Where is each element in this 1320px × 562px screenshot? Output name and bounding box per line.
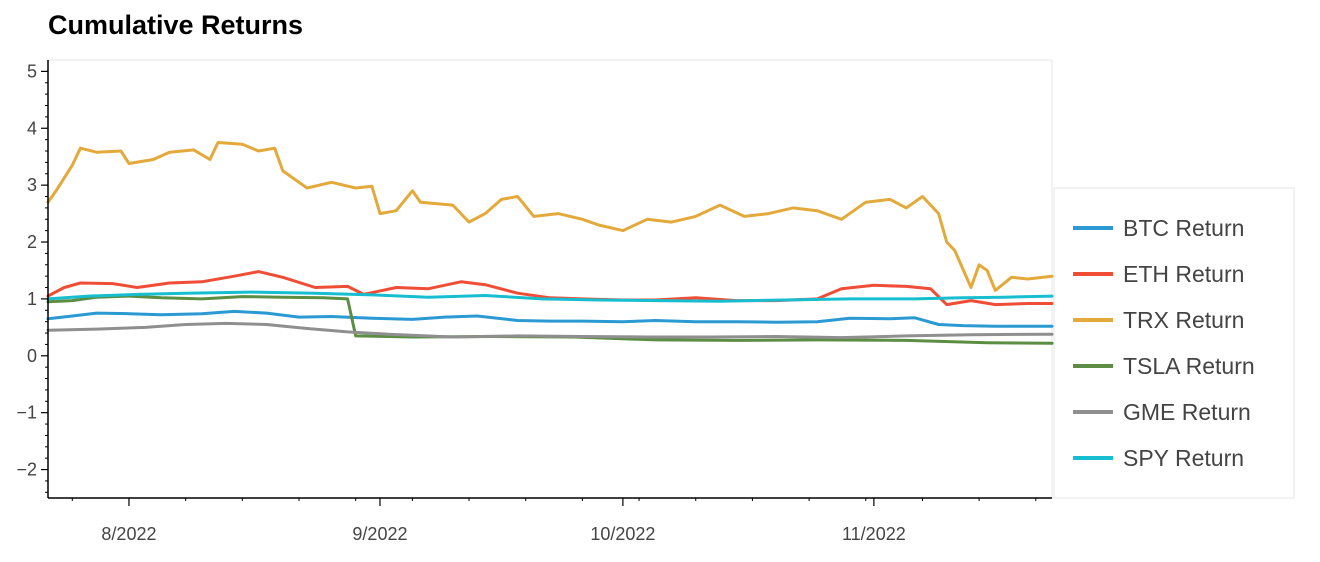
x-tick-label: 11/2022 [842,524,906,544]
series-line-spy [46,290,1054,303]
y-tick-label: 3 [27,175,37,195]
x-tick-label: 9/2022 [352,524,407,544]
chart-title: Cumulative Returns [48,10,304,40]
series-line-gme [46,321,1054,340]
y-tick-label: −1 [16,403,37,423]
legend-label: TRX Return [1123,307,1244,333]
legend: BTC Return ETH Return TRX Return TSLA Retur… [1053,187,1295,499]
y-tick-label: 0 [27,346,37,366]
series-layer [46,141,1054,345]
series-line-tsla [46,294,1054,345]
series-line-trx [46,141,1054,292]
y-tick-label: 5 [27,61,37,81]
y-tick-label: −2 [16,460,37,480]
y-tick-label: 2 [27,232,37,252]
series-line-eth [46,270,1054,307]
x-tick-label: 10/2022 [590,524,655,544]
legend-label: BTC Return [1123,215,1244,241]
plot-frame [47,59,1053,499]
y-tick-label: 4 [27,118,37,138]
x-axis: 8/2022 9/2022 10/2022 11/2022 [48,497,1052,544]
legend-label: SPY Return [1123,445,1244,471]
legend-label: GME Return [1123,399,1251,425]
legend-label: ETH Return [1123,261,1244,287]
series-line-btc [46,309,1054,328]
legend-label: TSLA Return [1123,353,1255,379]
x-tick-label: 8/2022 [101,524,156,544]
y-tick-label: 1 [27,289,37,309]
legend-box [1053,187,1295,499]
y-axis: −2 −1 0 1 2 3 4 5 [16,60,49,498]
